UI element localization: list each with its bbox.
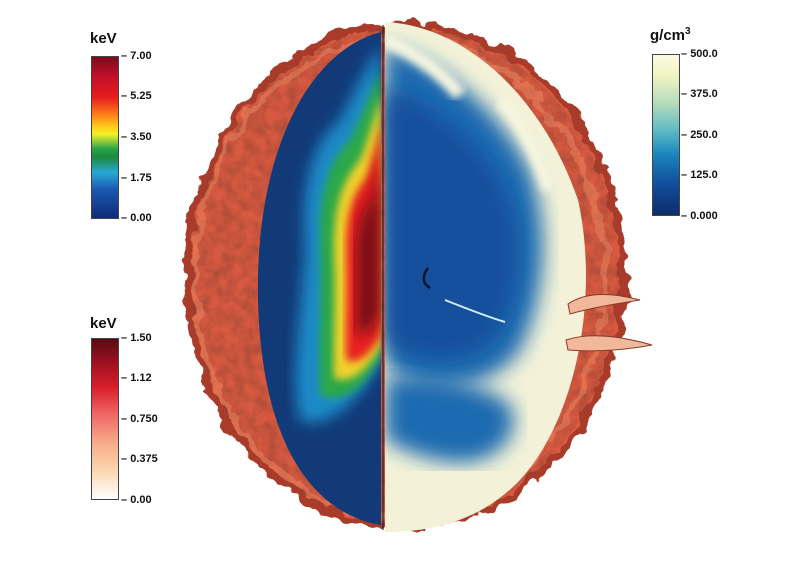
unit-exponent: 3 <box>685 26 691 37</box>
colorbar-tick: 7.00 <box>121 50 151 62</box>
colorbar-tick: 1.12 <box>121 372 151 384</box>
colorbar-tick: 500.0 <box>681 48 718 60</box>
colorbar-tick: 250.0 <box>681 129 718 141</box>
density-cross-section <box>385 22 586 532</box>
jet-spikes <box>565 293 653 352</box>
colorbar-tick: 1.50 <box>121 332 151 344</box>
colorbar-tick: 3.50 <box>121 131 151 143</box>
shell-temperature-colorbar: keV 1.50 1.12 0.750 0.375 0.00 <box>88 315 168 515</box>
colorbar-tick: 125.0 <box>681 169 718 181</box>
colorbar-tick: 0.000 <box>681 210 718 222</box>
colorbar-unit-label: g/cm3 <box>650 26 691 44</box>
colorbar-unit-label: keV <box>90 315 117 332</box>
colorbar-tick: 0.375 <box>121 453 158 465</box>
colorbar-tick: 0.00 <box>121 494 151 506</box>
colorbar-unit-label: keV <box>90 30 117 47</box>
colorbar-gradient <box>91 56 119 219</box>
colorbar-tick: 5.25 <box>121 90 151 102</box>
colorbar-tick: 375.0 <box>681 88 718 100</box>
temperature-cross-section <box>257 32 381 525</box>
colorbar-gradient <box>91 338 119 500</box>
temperature-colorbar: keV 7.00 5.25 3.50 1.75 0.00 <box>88 30 168 230</box>
unit-base: g/cm <box>650 27 686 44</box>
density-streaks <box>422 267 506 323</box>
colorbar-gradient <box>652 54 680 216</box>
colorbar-tick: 0.00 <box>121 212 151 224</box>
density-colorbar: g/cm3 500.0 375.0 250.0 125.0 0.000 <box>650 26 740 226</box>
colorbar-tick: 0.750 <box>121 413 158 425</box>
colorbar-tick: 1.75 <box>121 172 151 184</box>
